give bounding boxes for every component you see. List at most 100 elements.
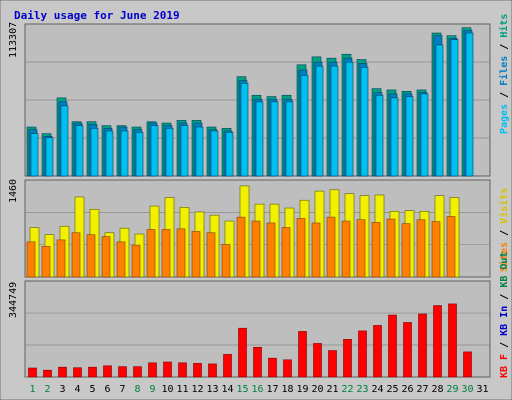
day-label: 28	[431, 384, 443, 395]
bar-pages	[405, 96, 414, 177]
bar-sites	[71, 232, 81, 278]
bar-pages	[195, 126, 204, 177]
legend-kbin: KB In	[499, 306, 510, 336]
bar-kbf	[328, 350, 337, 378]
bar-pages	[60, 105, 69, 177]
day-label: 2	[44, 384, 50, 395]
bar-sites	[356, 219, 366, 278]
day-label: 9	[149, 384, 155, 395]
bar-sites	[236, 216, 246, 278]
bar-pages	[375, 94, 384, 177]
bar-kbf	[223, 354, 232, 378]
day-label: 27	[416, 384, 428, 395]
bar-pages	[300, 75, 309, 177]
bar-pages	[210, 130, 219, 177]
hits-files-pages-panel	[24, 23, 491, 177]
bar-pages	[120, 130, 129, 177]
day-label: 24	[371, 384, 383, 395]
bar-pages	[135, 132, 144, 177]
kb-panel	[24, 280, 491, 378]
bar-sites	[296, 218, 306, 278]
day-label: 14	[221, 384, 233, 395]
bar-sites	[56, 239, 66, 278]
bar-kbf	[283, 359, 292, 378]
legend-sites: Sites	[498, 242, 510, 272]
day-label: 30	[461, 384, 473, 395]
bar-sites	[266, 222, 276, 278]
legend-hits-files-pages: Pages / Files / Hits	[498, 14, 510, 134]
bar-pages	[450, 39, 459, 177]
bar-kbf	[253, 346, 262, 378]
bar-kbf	[268, 357, 277, 378]
bar-pages	[390, 97, 399, 177]
day-label: 1	[29, 384, 35, 395]
bar-pages	[315, 65, 324, 177]
legend-pages: Pages	[499, 104, 510, 134]
ymax-label-visits: 1460	[8, 179, 19, 203]
bar-kbf	[448, 303, 457, 378]
bar-sites	[86, 234, 96, 278]
bar-pages	[90, 128, 99, 177]
bar-sites	[131, 244, 141, 278]
day-label: 3	[59, 384, 65, 395]
bar-pages	[270, 101, 279, 177]
day-axis-labels: 1 2 3 4 5 6 7 8 9 10 11 12 13 14 15 16 17 18 19 20 21 22 23 24 2…	[29, 384, 488, 395]
bar-pages	[330, 65, 339, 177]
bar-sites	[341, 220, 351, 278]
day-label: 26	[401, 384, 413, 395]
bar-kbf	[133, 366, 142, 378]
day-label: 7	[119, 384, 125, 395]
bar-sites	[446, 216, 456, 278]
bar-sites	[161, 229, 171, 278]
day-label: 4	[74, 384, 80, 395]
bar-sites	[326, 216, 336, 278]
bar-sites	[416, 219, 426, 278]
bar-kbf	[313, 343, 322, 378]
bar-kbf	[403, 322, 412, 378]
day-label: 11	[176, 384, 188, 395]
bar-sites	[206, 232, 216, 278]
bar-pages	[255, 101, 264, 177]
bar-kbf	[373, 325, 382, 378]
bar-kbf	[358, 330, 367, 378]
bar-sites	[221, 244, 231, 278]
day-label: 10	[161, 384, 173, 395]
bar-kbf	[343, 339, 352, 378]
day-label: 25	[386, 384, 398, 395]
bar-kbf	[58, 366, 67, 378]
legend-hits: Hits	[498, 14, 510, 38]
bar-sites	[431, 221, 441, 278]
day-label: 13	[206, 384, 218, 395]
bar-pages	[150, 125, 159, 177]
bar-kbf	[163, 361, 172, 378]
bar-kbf	[118, 366, 127, 378]
bar-sites	[116, 241, 126, 278]
legend-visits-sites: Sites / Visits	[498, 188, 510, 272]
day-label: 15	[236, 384, 248, 395]
bar-kbf	[433, 305, 442, 378]
legend-visits: Visits	[498, 188, 510, 224]
bar-pages	[165, 128, 174, 177]
day-label: 18	[281, 384, 293, 395]
day-label: 16	[251, 384, 263, 395]
bar-kbf	[388, 314, 397, 378]
bar-sites	[26, 241, 36, 278]
bar-pages	[75, 125, 84, 177]
day-label: 19	[296, 384, 308, 395]
chart-title: Daily usage for June 2019	[14, 9, 180, 22]
bar-kbf	[43, 369, 52, 378]
visits-sites-panel	[24, 179, 491, 278]
bar-kbf	[193, 363, 202, 378]
legend-kb: KB F / KB In / KB Out	[499, 252, 510, 378]
bar-sites	[371, 222, 381, 278]
bar-pages	[105, 130, 114, 177]
day-label: 29	[446, 384, 458, 395]
bar-sites	[176, 228, 186, 278]
bar-kbf	[103, 365, 112, 378]
day-label: 6	[104, 384, 110, 395]
bar-kbf	[178, 362, 187, 378]
day-label: 8	[134, 384, 140, 395]
legend-kbf: KB F	[499, 354, 510, 378]
bar-sites	[281, 227, 291, 278]
bar-kbf	[463, 351, 472, 378]
